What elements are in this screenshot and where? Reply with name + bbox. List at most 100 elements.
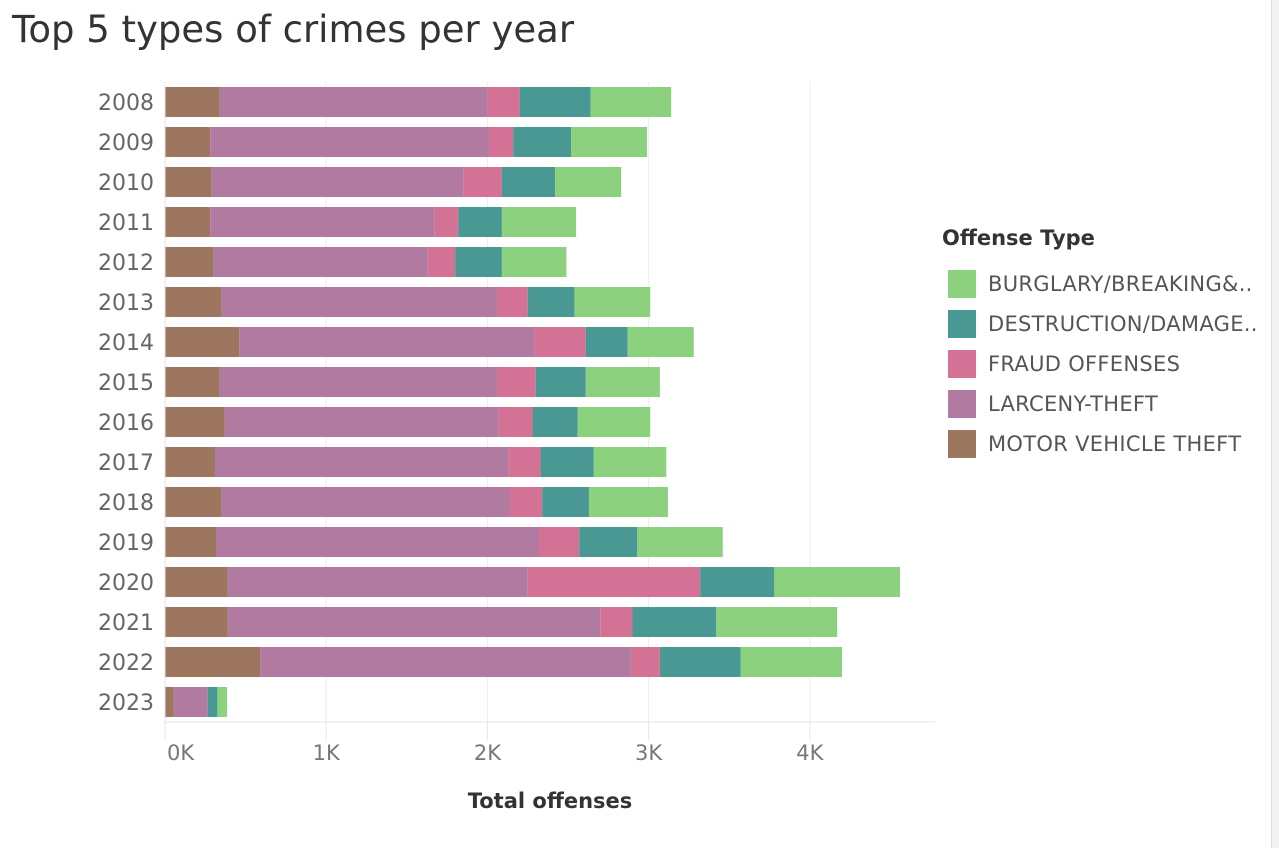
bar-segment[interactable] <box>509 487 543 517</box>
bar-segment[interactable] <box>165 287 222 317</box>
bar-segment[interactable] <box>579 527 638 557</box>
bar-segment[interactable] <box>210 207 435 237</box>
bar-segment[interactable] <box>535 367 586 397</box>
y-tick-label: 2012 <box>98 251 154 276</box>
bar-segment[interactable] <box>210 127 490 157</box>
bar-segment[interactable] <box>165 127 211 157</box>
legend-label: LARCENY-THEFT <box>988 392 1159 416</box>
bar-segment[interactable] <box>600 607 633 637</box>
bar-segment[interactable] <box>637 527 723 557</box>
bar-segment[interactable] <box>501 207 577 237</box>
legend-label: MOTOR VEHICLE THEFT <box>988 432 1242 456</box>
bar-segment[interactable] <box>165 207 211 237</box>
bar-segment[interactable] <box>207 687 218 717</box>
bar-segment[interactable] <box>165 607 228 637</box>
bar-segment[interactable] <box>487 87 520 117</box>
bar-segment[interactable] <box>227 607 601 637</box>
chart-title: Top 5 types of crimes per year <box>12 8 575 51</box>
bar-segment[interactable] <box>538 527 580 557</box>
bar-segment[interactable] <box>716 607 838 637</box>
bar-segment[interactable] <box>497 287 528 317</box>
bar-segment[interactable] <box>508 447 541 477</box>
bar-segment[interactable] <box>219 87 488 117</box>
bar-segment[interactable] <box>527 567 701 597</box>
legend-item-destruction[interactable]: DESTRUCTION/DAMAGE.. <box>942 304 1258 344</box>
bar-segment[interactable] <box>585 367 660 397</box>
bar-segment[interactable] <box>501 247 567 277</box>
vertical-scrollbar[interactable] <box>1271 0 1279 848</box>
bar-segment[interactable] <box>497 367 536 397</box>
bar-segment[interactable] <box>577 407 651 437</box>
legend-item-motor-vehicle[interactable]: MOTOR VEHICLE THEFT <box>942 424 1258 464</box>
legend-swatch <box>948 430 976 458</box>
legend-item-burglary[interactable]: BURGLARY/BREAKING&.. <box>942 264 1258 304</box>
bar-segment[interactable] <box>542 487 589 517</box>
bar-segment[interactable] <box>527 287 575 317</box>
bar-segment[interactable] <box>216 527 539 557</box>
bar-segment[interactable] <box>534 327 586 357</box>
legend-item-larceny[interactable]: LARCENY-THEFT <box>942 384 1258 424</box>
y-tick-label: 2011 <box>98 211 154 236</box>
bar-segment[interactable] <box>532 407 578 437</box>
bar-segment[interactable] <box>740 647 843 677</box>
bar-segment[interactable] <box>632 607 717 637</box>
bar-segment[interactable] <box>590 87 672 117</box>
legend-title: Offense Type <box>942 226 1095 250</box>
bar-segment[interactable] <box>224 407 499 437</box>
bar-segment[interactable] <box>593 447 667 477</box>
legend-swatch <box>948 310 976 338</box>
bar-segment[interactable] <box>165 447 215 477</box>
bar-segment[interactable] <box>165 567 228 597</box>
bar-segment[interactable] <box>165 167 212 197</box>
bar-segment[interactable] <box>519 87 591 117</box>
bar-segment[interactable] <box>489 127 514 157</box>
bar-segment[interactable] <box>173 687 208 717</box>
bar-segment[interactable] <box>165 327 240 357</box>
x-tick-label: 4K <box>796 741 824 765</box>
legend: Offense Type BURGLARY/BREAKING&.. DESTRU… <box>942 226 1258 464</box>
x-tick-label: 3K <box>635 741 663 765</box>
bar-segment[interactable] <box>165 527 217 557</box>
y-tick-label: 2017 <box>98 451 154 476</box>
bar-segment[interactable] <box>217 687 228 717</box>
bar-segment[interactable] <box>165 247 214 277</box>
bar-segment[interactable] <box>214 447 509 477</box>
bar-segment[interactable] <box>239 327 535 357</box>
bar-segment[interactable] <box>165 407 225 437</box>
bar-segment[interactable] <box>213 247 428 277</box>
legend-label: BURGLARY/BREAKING&.. <box>988 272 1253 296</box>
bar-segment[interactable] <box>221 487 510 517</box>
x-tick-label: 0K <box>167 741 195 765</box>
bar-segment[interactable] <box>630 647 660 677</box>
bar-segment[interactable] <box>463 167 502 197</box>
bar-segment[interactable] <box>434 207 459 237</box>
bar-segment[interactable] <box>774 567 901 597</box>
bar-segment[interactable] <box>219 367 498 397</box>
bar-segment[interactable] <box>165 367 220 397</box>
bar-segment[interactable] <box>540 447 594 477</box>
bar-segment[interactable] <box>227 567 528 597</box>
bar-segment[interactable] <box>221 287 498 317</box>
bar-segment[interactable] <box>659 647 741 677</box>
bar-segment[interactable] <box>627 327 694 357</box>
bar-segment[interactable] <box>588 487 668 517</box>
bar-segment[interactable] <box>700 567 775 597</box>
bar-segment[interactable] <box>165 647 261 677</box>
bar-segment[interactable] <box>211 167 464 197</box>
legend-item-fraud[interactable]: FRAUD OFFENSES <box>942 344 1258 384</box>
bar-segment[interactable] <box>458 207 502 237</box>
bar-segment[interactable] <box>585 327 628 357</box>
bar-segment[interactable] <box>501 167 556 197</box>
bar-segment[interactable] <box>165 87 220 117</box>
bar-segment[interactable] <box>498 407 533 437</box>
bar-segment[interactable] <box>427 247 456 277</box>
bar-segment[interactable] <box>165 487 222 517</box>
bar-segment[interactable] <box>555 167 622 197</box>
bar-segment[interactable] <box>455 247 502 277</box>
bar-segment[interactable] <box>260 647 631 677</box>
bar-segment[interactable] <box>165 687 174 717</box>
y-tick-label: 2013 <box>98 291 154 316</box>
bar-segment[interactable] <box>571 127 647 157</box>
bar-segment[interactable] <box>513 127 572 157</box>
bar-segment[interactable] <box>574 287 651 317</box>
